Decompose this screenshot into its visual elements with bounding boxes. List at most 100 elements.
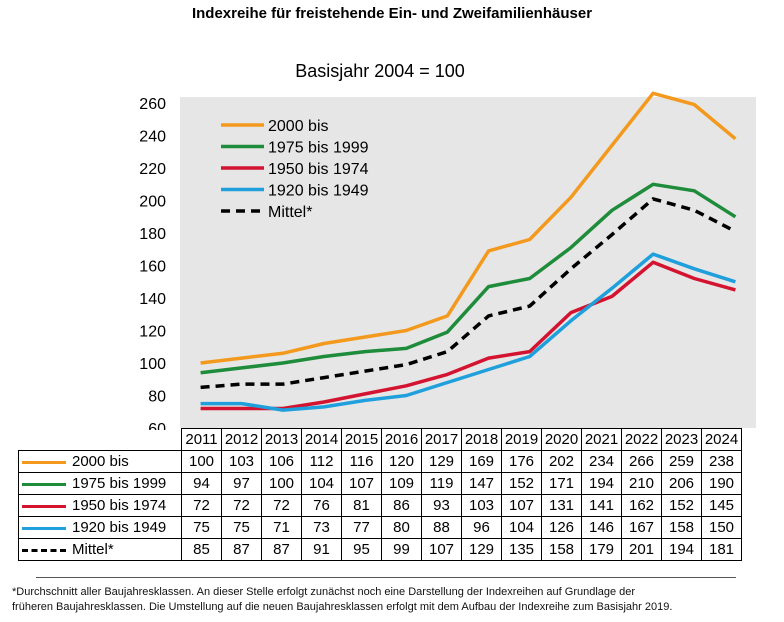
value-cell: 104 [501,516,542,539]
series-swatch [22,504,66,508]
value-cell: 75 [221,516,262,539]
y-tick-label: 260 [139,96,166,113]
value-cell: 126 [541,516,582,539]
legend-label: 1920 bis 1949 [268,183,369,200]
value-cell: 206 [661,472,702,495]
year-header: 2022 [621,428,662,451]
year-header: 2021 [581,428,622,451]
value-cell: 81 [341,494,382,517]
value-cell: 158 [661,516,702,539]
value-cell: 119 [421,472,462,495]
y-tick-label: 220 [139,161,166,178]
series-name: 2000 bis [72,453,129,470]
year-header: 2014 [301,428,342,451]
value-cell: 116 [341,450,382,473]
value-cell: 194 [661,538,702,561]
value-cell: 112 [301,450,342,473]
value-cell: 141 [581,494,622,517]
footnote-divider [36,577,736,578]
year-header: 2016 [381,428,422,451]
table-corner [19,429,182,451]
value-cell: 201 [621,538,662,561]
value-cell: 71 [261,516,302,539]
y-tick-label: 100 [139,356,166,373]
legend-label: 1975 bis 1999 [268,140,369,157]
value-cell: 99 [381,538,422,561]
value-cell: 72 [181,494,222,517]
value-cell: 87 [221,538,262,561]
series-swatch [22,548,66,552]
value-cell: 80 [381,516,422,539]
value-cell: 109 [381,472,422,495]
y-tick-label: 80 [148,389,166,406]
value-cell: 73 [301,516,342,539]
value-cell: 86 [381,494,422,517]
value-cell: 266 [621,450,662,473]
plot-area [180,97,756,428]
table-row: 1950 bis 1974 72 72 72 76 81 86 93 103 107 131 141 1… [18,494,742,517]
value-cell: 96 [461,516,502,539]
value-cell: 210 [621,472,662,495]
series-swatch [22,526,66,530]
series-swatch [22,482,66,486]
y-tick-label: 140 [139,291,166,308]
value-cell: 100 [181,450,222,473]
value-cell: 234 [581,450,622,473]
legend: 2000 bis 1975 bis 1999 1950 bis 1974 1920 b… [221,118,369,221]
value-cell: 72 [261,494,302,517]
series-label-cell: 2000 bis [18,450,182,473]
series-name: 1950 bis 1974 [72,497,167,514]
value-cell: 194 [581,472,622,495]
value-cell: 76 [301,494,342,517]
value-cell: 106 [261,450,302,473]
value-cell: 131 [541,494,582,517]
table-row: 1920 bis 1949 75 75 71 73 77 80 88 96 104 126 146 16… [18,516,742,539]
year-header: 2019 [501,428,542,451]
value-cell: 145 [701,494,742,517]
value-cell: 135 [501,538,542,561]
year-header: 2011 [181,428,222,451]
value-cell: 238 [701,450,742,473]
series-line [200,197,737,390]
series-label-cell: 1950 bis 1974 [18,494,182,517]
series-name: 1920 bis 1949 [72,519,167,536]
value-cell: 107 [421,538,462,561]
value-cell: 94 [181,472,222,495]
series-name: Mittel* [72,541,114,558]
value-cell: 202 [541,450,582,473]
year-header: 2018 [461,428,502,451]
value-cell: 95 [341,538,382,561]
value-cell: 120 [381,450,422,473]
footnote-line: *Durchschnitt aller Baujahresklassen. An… [12,586,636,598]
year-header: 2020 [541,428,582,451]
y-tick-label: 180 [139,226,166,243]
value-cell: 169 [461,450,502,473]
value-cell: 150 [701,516,742,539]
series-line [200,260,736,411]
series-swatch [22,460,66,464]
series-line [200,182,737,375]
y-axis: 60 80 100 120 140 160 180 200 220 240 260 [139,96,166,430]
y-tick-label: 120 [139,324,166,341]
series-name: 1975 bis 1999 [72,475,167,492]
footnote: *Durchschnitt aller Baujahresklassen. An… [12,585,772,615]
table-row: 2000 bis 100 103 106 112 116 120 129 169 176 202 23… [18,450,742,473]
value-cell: 103 [461,494,502,517]
value-cell: 100 [261,472,302,495]
footnote-line: früheren Baujahresklassen. Die Umstellun… [12,601,673,613]
y-tick-label: 60 [148,421,166,430]
value-cell: 167 [621,516,662,539]
year-header: 2024 [701,428,742,451]
value-cell: 179 [581,538,622,561]
value-cell: 162 [621,494,662,517]
value-cell: 176 [501,450,542,473]
year-header: 2012 [221,428,262,451]
value-cell: 87 [261,538,302,561]
series-line [200,91,737,365]
y-tick-label: 200 [139,194,166,211]
line-chart: 60 80 100 120 140 160 180 200 220 240 260 2000 bis… [139,61,756,430]
year-header: 2017 [421,428,462,451]
value-cell: 85 [181,538,222,561]
value-cell: 259 [661,450,702,473]
table-row: Mittel* 85 87 87 91 95 99 107 129 135 158 179 201 194… [18,538,742,561]
